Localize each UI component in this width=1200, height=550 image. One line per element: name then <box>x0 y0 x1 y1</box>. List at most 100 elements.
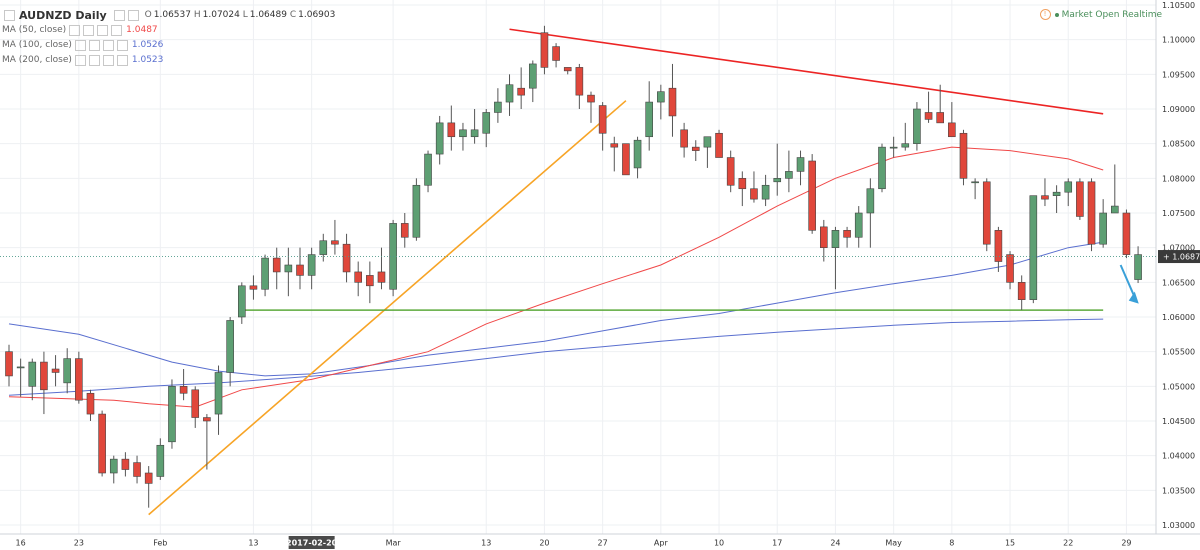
candle-body <box>971 181 979 184</box>
candle-body <box>1017 282 1026 300</box>
y-tick-label: 1.06500 <box>1162 278 1195 287</box>
candle-body <box>144 472 153 484</box>
candle-body <box>272 257 281 273</box>
candle-body <box>156 444 165 477</box>
hide-icon[interactable] <box>127 10 139 21</box>
settings-icon[interactable] <box>113 10 125 21</box>
legend: AUDNZD Daily O 1.06537 H 1.07024 L 1.06489 … <box>2 8 335 68</box>
x-tick-label: 13 <box>481 539 491 548</box>
indicator-label[interactable]: MA (50, close) <box>2 25 67 35</box>
candle-body <box>354 271 363 283</box>
candle-body <box>249 285 258 290</box>
indicator-eye-icon[interactable] <box>74 40 86 51</box>
x-tick-label: 24 <box>830 539 840 548</box>
candle-body <box>1052 191 1061 196</box>
candle-body <box>1099 212 1107 245</box>
candle-body <box>203 417 211 422</box>
y-tick-label: 1.09500 <box>1162 70 1195 79</box>
candle-body <box>121 458 130 470</box>
candle-body <box>889 146 898 149</box>
ma200-line <box>8 318 1104 396</box>
x-tick-label: Feb <box>153 539 167 548</box>
indicator-label[interactable]: MA (100, close) <box>2 40 72 50</box>
candle-body <box>342 243 351 273</box>
candle-body <box>435 122 444 155</box>
indicator-remove-icon[interactable] <box>97 25 109 36</box>
info-icon[interactable]: ! <box>1039 9 1051 20</box>
overlays: + 1.06872 <box>0 250 1200 304</box>
candle-body <box>761 184 770 200</box>
low-value: 1.06489 <box>249 10 287 20</box>
indicator-more-icon[interactable] <box>116 40 128 51</box>
candle-body <box>412 184 421 238</box>
candle-body <box>750 188 758 200</box>
candle-body <box>28 361 37 387</box>
indicator-settings-icon[interactable] <box>83 25 95 36</box>
x-tick-label: 16 <box>16 539 26 548</box>
candle-body <box>645 101 654 138</box>
close-label: C <box>289 10 297 20</box>
indicator-more-icon[interactable] <box>116 55 128 66</box>
candle-body <box>1076 181 1084 217</box>
x-tick-label: 20 <box>539 539 549 548</box>
candle-body <box>657 91 665 103</box>
candle-body <box>1087 181 1096 245</box>
candle-body <box>5 351 13 377</box>
candle-body <box>936 112 945 124</box>
candle-body <box>424 153 432 186</box>
market-status[interactable]: ! Market Open Realtime <box>1039 9 1162 20</box>
y-tick-label: 1.03000 <box>1162 521 1195 530</box>
indicator-value: 1.0523 <box>131 55 164 65</box>
x-tick-label: 15 <box>1005 539 1015 548</box>
indicator-eye-icon[interactable] <box>69 25 81 36</box>
candle-body <box>633 139 642 169</box>
collapse-icon[interactable] <box>4 10 15 21</box>
trendline-rising-support <box>148 100 627 516</box>
candle-body <box>819 226 828 248</box>
candle-body <box>238 285 246 318</box>
indicator-settings-icon[interactable] <box>88 55 100 66</box>
candle-body <box>517 87 525 96</box>
candle-body <box>587 94 595 103</box>
indicator-settings-icon[interactable] <box>88 40 100 51</box>
indicator-row-ma100[interactable]: MA (100, close) 1.0526 <box>2 38 335 53</box>
y-tick-label: 1.07000 <box>1162 244 1195 253</box>
candle-body <box>226 320 234 373</box>
x-tick-label: 13 <box>248 539 258 548</box>
indicator-more-icon[interactable] <box>111 25 123 36</box>
indicator-eye-icon[interactable] <box>74 55 86 66</box>
candle-body <box>214 372 223 415</box>
candle-body <box>982 181 991 245</box>
x-crosshair-badge <box>288 536 335 549</box>
candle-body <box>86 392 95 415</box>
candle-body <box>843 230 851 238</box>
candle-body <box>959 132 968 179</box>
candle-body <box>459 129 467 138</box>
candle-body <box>994 230 1003 262</box>
candle-body <box>261 257 269 290</box>
indicator-label[interactable]: MA (200, close) <box>2 55 72 65</box>
symbol-title[interactable]: AUDNZD Daily <box>19 9 107 22</box>
close-value: 1.06903 <box>298 10 336 20</box>
candle-body <box>366 275 374 287</box>
candle-body <box>307 254 316 276</box>
candle-body <box>40 361 48 391</box>
candle-body <box>913 108 921 144</box>
ma100-line <box>8 241 1104 377</box>
indicator-value: 1.0526 <box>131 40 164 50</box>
candle-body <box>540 32 549 68</box>
x-tick-label: 8 <box>949 539 954 548</box>
indicator-value: 1.0487 <box>126 25 158 35</box>
y-tick-label: 1.05000 <box>1162 382 1195 391</box>
indicator-row-ma200[interactable]: MA (200, close) 1.0523 <box>2 53 335 68</box>
indicator-remove-icon[interactable] <box>102 55 114 66</box>
indicator-remove-icon[interactable] <box>102 40 114 51</box>
candle-body <box>109 458 118 474</box>
candle-body <box>854 212 863 238</box>
indicator-row-ma50[interactable]: MA (50, close) 1.0487 <box>2 23 335 38</box>
y-tick-label: 1.04000 <box>1162 452 1195 461</box>
y-tick-label: 1.06000 <box>1162 313 1195 322</box>
